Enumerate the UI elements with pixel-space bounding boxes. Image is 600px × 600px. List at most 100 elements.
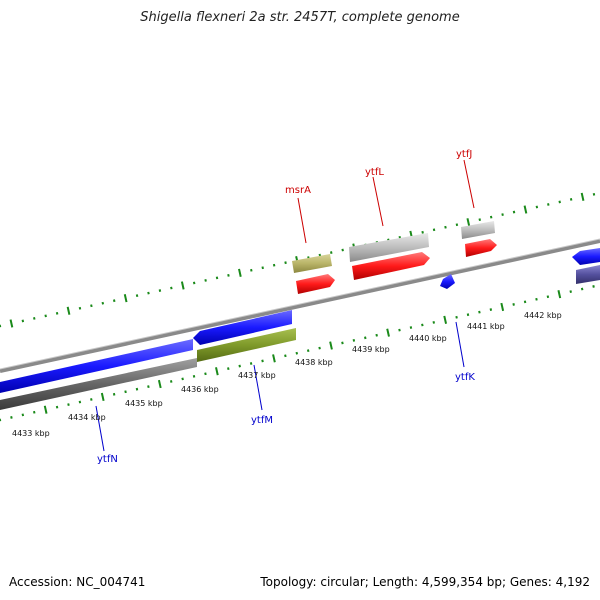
gene-label-msrA[interactable]: msrA: [285, 185, 311, 196]
minor-tick: [523, 300, 527, 304]
minor-tick: [432, 228, 436, 232]
major-tick: [157, 379, 162, 389]
minor-tick: [318, 346, 321, 350]
minor-tick: [21, 413, 25, 417]
minor-tick: [455, 223, 459, 227]
minor-tick: [169, 380, 173, 383]
gene-ytfL-pseudo[interactable]: [349, 233, 429, 262]
minor-tick: [147, 291, 150, 295]
minor-tick: [112, 392, 116, 396]
major-tick: [466, 218, 471, 227]
minor-tick: [55, 405, 59, 409]
minor-tick: [215, 276, 219, 280]
minor-tick: [21, 319, 25, 323]
major-tick: [43, 405, 48, 414]
minor-tick: [227, 273, 230, 277]
minor-tick: [44, 314, 47, 318]
gene-ytfM-olive[interactable]: [197, 328, 296, 362]
minor-tick: [569, 198, 573, 201]
minor-tick: [204, 372, 207, 376]
gene-ytfM-forward[interactable]: [193, 310, 292, 345]
major-tick: [66, 306, 71, 315]
gene-right-purple[interactable]: [576, 265, 600, 284]
minor-tick: [112, 299, 116, 303]
minor-tick: [204, 279, 207, 282]
gene-msrA-reverse[interactable]: [296, 274, 335, 294]
minor-tick: [330, 251, 333, 254]
major-tick: [523, 205, 528, 214]
minor-tick: [10, 416, 13, 419]
minor-tick: [135, 387, 139, 391]
minor-tick: [501, 213, 504, 216]
minor-tick: [512, 303, 515, 306]
scale-label: 4441 kbp: [467, 322, 505, 331]
minor-tick: [55, 311, 59, 315]
major-tick: [580, 192, 585, 201]
minor-tick: [284, 261, 287, 265]
minor-tick: [547, 203, 550, 206]
gene-label-ytfK[interactable]: ytfK: [455, 372, 475, 383]
minor-tick: [444, 225, 447, 229]
major-tick: [443, 315, 448, 324]
msrA-leader: [297, 197, 307, 244]
minor-tick: [341, 341, 344, 345]
major-tick: [329, 341, 333, 350]
minor-tick: [569, 290, 572, 293]
minor-tick: [78, 306, 82, 310]
major-tick: [123, 294, 128, 303]
minor-tick: [101, 301, 105, 305]
gene-ytfK-forward[interactable]: [440, 274, 455, 289]
gene-band-gray-left[interactable]: [0, 358, 197, 410]
scale-label: 4442 kbp: [524, 311, 562, 320]
minor-tick: [375, 333, 378, 337]
gene-ytfL-reverse[interactable]: [352, 252, 430, 280]
gene-right-forward[interactable]: [572, 248, 600, 265]
minor-tick: [181, 377, 184, 381]
minor-tick: [592, 285, 595, 288]
ytfL-leader: [372, 176, 384, 227]
major-tick: [386, 328, 390, 337]
minor-tick: [261, 359, 264, 363]
gene-ytfJ-pseudo[interactable]: [461, 221, 495, 239]
minor-tick: [489, 215, 493, 219]
gene-band-blue-left[interactable]: [0, 339, 193, 393]
minor-tick: [33, 317, 36, 320]
lower-tick-track: [0, 285, 595, 422]
ytfJ-leader: [463, 159, 475, 209]
minor-tick: [90, 304, 93, 308]
major-tick: [9, 319, 14, 328]
minor-tick: [67, 403, 70, 406]
gene-label-ytfL[interactable]: ytfL: [365, 167, 384, 178]
minor-tick: [432, 321, 435, 324]
major-tick: [100, 392, 105, 402]
minor-tick: [295, 351, 299, 355]
gene-label-ytfM[interactable]: ytfM: [251, 415, 273, 426]
minor-tick: [158, 289, 162, 292]
major-tick: [272, 354, 276, 363]
gene-label-ytfN[interactable]: ytfN: [97, 454, 118, 465]
minor-tick: [398, 328, 401, 332]
major-tick: [180, 281, 185, 290]
scale-label: 4435 kbp: [125, 399, 163, 408]
minor-tick: [90, 398, 93, 401]
minor-tick: [489, 308, 493, 311]
minor-tick: [341, 248, 344, 252]
gene-msrA-pseudo[interactable]: [292, 254, 332, 273]
scale-label: 4440 kbp: [409, 334, 447, 343]
gene-ytfJ-reverse[interactable]: [465, 239, 497, 257]
minor-tick: [250, 268, 253, 272]
ytfM-leader: [253, 364, 263, 411]
genome-backbone: [0, 239, 600, 373]
minor-tick: [421, 323, 424, 327]
scale-labels: 4433 kbp 4434 kbp 4435 kbp 4436 kbp 4437…: [12, 311, 562, 438]
minor-tick: [192, 281, 196, 285]
gene-label-ytfJ[interactable]: ytfJ: [456, 149, 472, 160]
major-tick: [238, 268, 242, 277]
scale-label: 4433 kbp: [12, 429, 50, 438]
minor-tick: [170, 286, 173, 290]
minor-tick: [78, 400, 82, 404]
scale-label: 4437 kbp: [238, 371, 276, 380]
genome-summary-text: Topology: circular; Length: 4,599,354 bp…: [260, 575, 590, 589]
